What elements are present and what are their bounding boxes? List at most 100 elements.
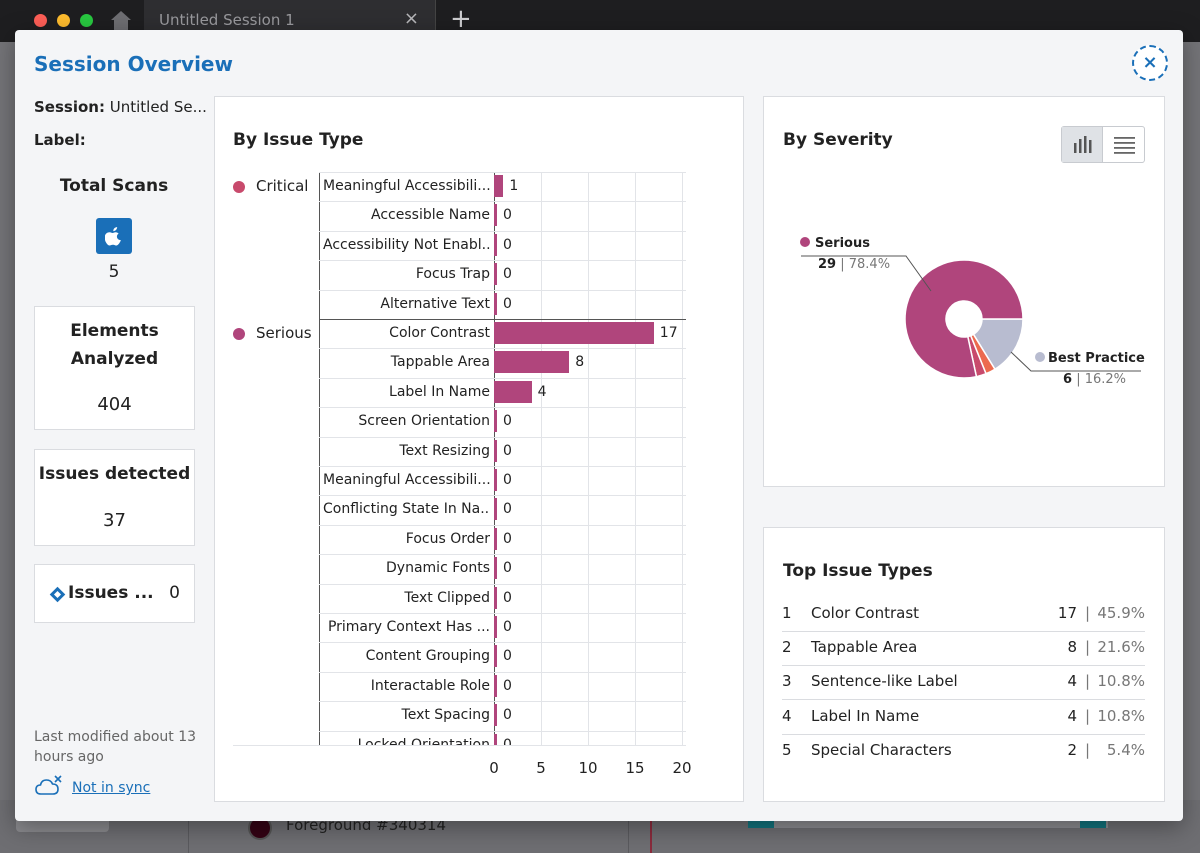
zoom-window-button[interactable] xyxy=(80,14,93,27)
bar[interactable] xyxy=(494,674,497,697)
top-issue-row[interactable]: 4 Label In Name 4 10.8% | xyxy=(782,701,1145,735)
bar[interactable] xyxy=(494,322,654,344)
close-modal-button[interactable]: × xyxy=(1132,45,1168,81)
issue-type-title: By Issue Type xyxy=(233,130,364,150)
bar-value-label: 8 xyxy=(575,354,585,371)
issue-type-panel xyxy=(214,96,744,802)
category-label: Content Grouping xyxy=(365,648,490,665)
bar[interactable] xyxy=(494,233,497,256)
separator: | xyxy=(1084,706,1090,725)
top-issue-row[interactable]: 3 Sentence-like Label 4 10.8% | xyxy=(782,666,1145,701)
category-label: Meaningful Accessibili... xyxy=(323,178,490,194)
row-divider xyxy=(319,289,686,291)
top-issue-pct: 10.8% xyxy=(1097,706,1145,725)
gridline xyxy=(635,172,636,746)
gridline xyxy=(541,172,542,746)
minimize-window-button[interactable] xyxy=(57,14,70,27)
bar-value-label: 0 xyxy=(503,677,512,694)
bar-value-label: 0 xyxy=(503,442,512,459)
bar[interactable] xyxy=(494,586,497,609)
bar[interactable] xyxy=(494,645,497,668)
top-issue-name: Sentence-like Label xyxy=(811,672,958,691)
separator: | xyxy=(1084,672,1090,691)
x-tick-label: 0 xyxy=(489,759,499,777)
row-divider xyxy=(319,201,686,203)
issues-filter-card[interactable]: Issues ... 0 xyxy=(34,564,195,623)
bar-value-label: 17 xyxy=(659,325,678,341)
serious-count: 29 xyxy=(818,257,837,272)
bar[interactable] xyxy=(494,380,532,403)
bar-value-label: 0 xyxy=(503,560,512,577)
top-issue-pct: 10.8% xyxy=(1097,672,1145,691)
last-modified-text: Last modified about 13 hours ago xyxy=(34,729,197,765)
serious-legend-stats: 29 | 78.4% xyxy=(818,257,891,272)
top-issue-row[interactable]: 5 Special Characters 2 5.4% | xyxy=(782,735,1145,769)
best-practice-pct: 16.2% xyxy=(1084,372,1127,387)
session-overview-modal: Session Overview × Session: Untitled Se.… xyxy=(15,30,1183,821)
tab-close-icon[interactable]: × xyxy=(403,8,419,29)
category-label: Text Clipped xyxy=(404,589,490,606)
top-issue-row[interactable]: 1 Color Contrast 17 45.9% | xyxy=(782,598,1145,632)
bar-value-label: 1 xyxy=(509,178,519,194)
bar[interactable] xyxy=(494,557,497,580)
category-label: Primary Context Has ... xyxy=(327,619,490,635)
issues-filter-label: Issues ... xyxy=(68,583,154,603)
bar[interactable] xyxy=(494,733,497,746)
top-issue-name: Tappable Area xyxy=(811,638,918,657)
row-divider xyxy=(319,319,686,320)
bar[interactable] xyxy=(494,469,497,491)
row-divider xyxy=(319,554,686,556)
home-icon[interactable] xyxy=(108,8,134,32)
row-divider xyxy=(319,495,686,497)
separator: | xyxy=(1084,638,1090,657)
background-divider xyxy=(628,800,629,853)
bar-value-label: 0 xyxy=(503,207,512,224)
serious-legend-label: Serious xyxy=(815,236,870,251)
bar-value-label: 0 xyxy=(503,295,512,312)
bar-value-label: 0 xyxy=(503,707,512,724)
row-divider xyxy=(319,583,686,585)
pie-slice-serious[interactable] xyxy=(904,259,1024,379)
sync-status-link[interactable]: Not in sync xyxy=(72,780,151,796)
bar[interactable] xyxy=(494,410,497,433)
severity-pie-chart xyxy=(800,237,1141,379)
row-divider xyxy=(319,671,686,673)
group-label-critical: Critical xyxy=(256,177,309,195)
bar[interactable] xyxy=(494,175,504,197)
bar-value-label: 0 xyxy=(503,236,512,253)
list-view-button[interactable] xyxy=(1104,127,1145,162)
severity-title: By Severity xyxy=(783,130,893,150)
row-divider xyxy=(319,524,686,526)
bar[interactable] xyxy=(494,292,497,315)
row-divider xyxy=(319,642,686,644)
chart-view-button[interactable] xyxy=(1062,127,1103,162)
category-label: Tappable Area xyxy=(390,354,490,371)
bar[interactable] xyxy=(494,527,497,550)
elements-analyzed-label-line1: Elements xyxy=(70,321,159,341)
top-issue-count: 4 xyxy=(1067,672,1077,691)
category-label: Interactable Role xyxy=(370,677,490,694)
bar[interactable] xyxy=(494,204,497,227)
new-tab-button[interactable]: + xyxy=(450,4,472,34)
top-issue-row[interactable]: 2 Tappable Area 8 21.6% | xyxy=(782,632,1145,667)
diamond-icon xyxy=(49,586,66,603)
bar-value-label: 0 xyxy=(503,501,512,518)
bar[interactable] xyxy=(494,498,497,521)
x-tick-label: 15 xyxy=(625,759,645,777)
bar[interactable] xyxy=(494,439,497,462)
top-issue-pct: 45.9% xyxy=(1097,604,1145,622)
category-label: Label In Name xyxy=(389,383,490,400)
bar[interactable] xyxy=(494,616,497,638)
close-window-button[interactable] xyxy=(34,14,47,27)
total-scans-value: 5 xyxy=(108,262,120,282)
bar[interactable] xyxy=(494,704,497,727)
apple-icon xyxy=(105,227,121,246)
x-tick-label: 20 xyxy=(672,759,692,777)
background-divider xyxy=(188,800,189,853)
category-label: Alternative Text xyxy=(380,295,490,312)
plot-bottom-line xyxy=(233,745,686,746)
bar[interactable] xyxy=(494,351,570,374)
bar[interactable] xyxy=(494,263,497,286)
top-issue-rank: 1 xyxy=(782,604,792,622)
row-divider xyxy=(319,377,686,379)
